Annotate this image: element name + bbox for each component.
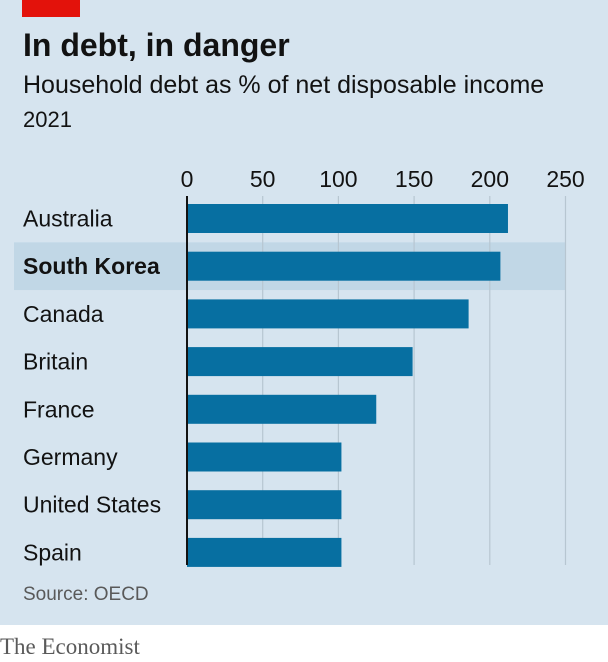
bar-germany bbox=[187, 442, 342, 472]
category-label-spain: Spain bbox=[23, 539, 82, 565]
chart-year: 2021 bbox=[23, 107, 72, 132]
bar-france bbox=[187, 394, 377, 424]
x-tick-label-0: 0 bbox=[181, 166, 194, 192]
category-label-united-states: United States bbox=[23, 492, 161, 518]
bar-chart: 0 50 100 150 200 250 Australia South Korea Cana… bbox=[14, 166, 585, 567]
bar-canada bbox=[187, 299, 469, 329]
bar-south-korea bbox=[187, 251, 501, 281]
chart-title: In debt, in danger bbox=[23, 27, 290, 63]
category-label-france: France bbox=[23, 396, 95, 422]
category-label-canada: Canada bbox=[23, 301, 104, 327]
bar-spain bbox=[187, 537, 342, 567]
category-labels: Australia South Korea Canada Britain France G… bbox=[23, 206, 161, 566]
x-tick-label-200: 200 bbox=[471, 166, 509, 192]
economist-logo: The Economist bbox=[0, 634, 140, 659]
source-note: Source: OECD bbox=[23, 584, 149, 605]
chart-subtitle: Household debt as % of net disposable in… bbox=[23, 71, 545, 99]
bar-australia bbox=[187, 204, 508, 233]
bar-britain bbox=[187, 347, 413, 377]
x-axis-ticks: 0 50 100 150 200 250 bbox=[181, 166, 585, 192]
x-tick-label-100: 100 bbox=[319, 166, 357, 192]
category-label-germany: Germany bbox=[23, 444, 118, 470]
bar-united-states bbox=[187, 490, 342, 520]
x-tick-label-150: 150 bbox=[395, 166, 433, 192]
bars bbox=[187, 204, 508, 567]
x-tick-label-50: 50 bbox=[250, 166, 276, 192]
brand-red-tag bbox=[22, 0, 80, 17]
x-tick-label-250: 250 bbox=[546, 166, 584, 192]
category-label-south-korea: South Korea bbox=[23, 253, 160, 279]
category-label-britain: Britain bbox=[23, 349, 88, 375]
category-label-australia: Australia bbox=[23, 206, 113, 232]
